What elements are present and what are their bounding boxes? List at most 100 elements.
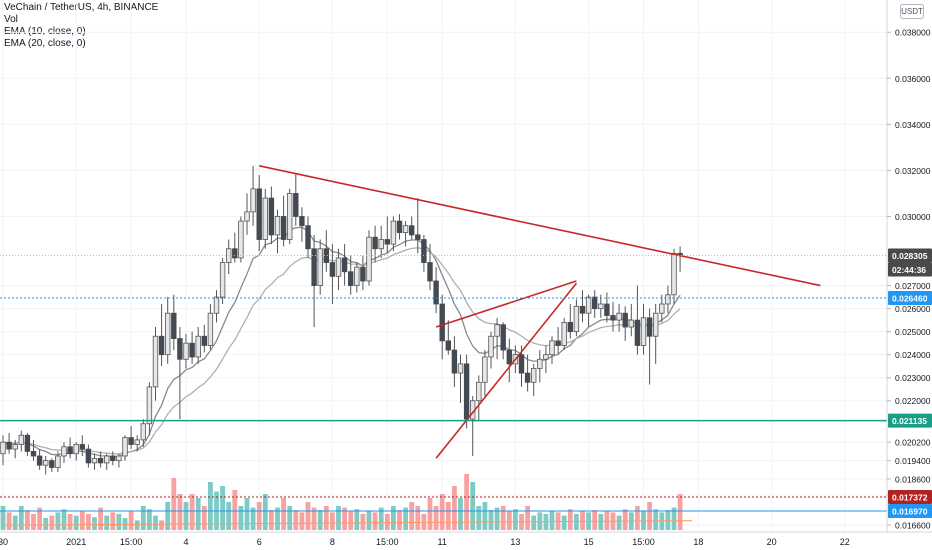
volume-bar <box>482 502 488 530</box>
volume-bar <box>92 517 97 530</box>
candle-body <box>329 262 336 277</box>
candle <box>85 444 92 468</box>
candle <box>415 198 421 254</box>
volume-bar <box>342 507 347 530</box>
candle <box>567 304 573 339</box>
candle-body <box>158 335 165 356</box>
volume-bar <box>409 502 415 530</box>
price-tick-label: 0.018600 <box>895 475 931 485</box>
volume-bar <box>147 509 152 530</box>
volume-bar <box>171 478 177 530</box>
time-tick-label: 30 <box>0 537 8 547</box>
candle <box>262 188 268 249</box>
ema10-indicator-label[interactable]: EMA (10, close, 0) <box>4 26 86 37</box>
volume-bar <box>427 498 433 530</box>
volume-bar <box>18 506 24 530</box>
candle <box>244 193 250 235</box>
candle-body <box>549 340 555 356</box>
candle <box>12 439 18 459</box>
volume-bar <box>281 498 286 530</box>
descending-resistance-trendline <box>259 165 821 287</box>
candle <box>433 267 439 314</box>
candle <box>555 327 561 355</box>
volume-bar <box>653 509 659 530</box>
candle <box>573 299 580 337</box>
candle-body <box>49 460 55 468</box>
candle <box>469 396 476 456</box>
candle-body <box>335 257 342 277</box>
time-tick-label: 18 <box>693 537 703 547</box>
candle-body <box>616 312 622 321</box>
price-tag-label: 0.017372 <box>892 493 928 503</box>
candle <box>67 437 73 459</box>
candle <box>280 195 287 247</box>
candle <box>354 262 360 293</box>
candle-body <box>604 303 610 316</box>
candle-body <box>116 455 122 462</box>
candle <box>396 214 403 240</box>
candle <box>195 327 201 364</box>
candle-body <box>238 220 244 259</box>
candle <box>402 221 409 247</box>
candle-body <box>671 252 677 296</box>
candle-body <box>183 342 189 360</box>
candle <box>30 439 37 461</box>
candle-body <box>152 335 159 388</box>
candle-body <box>244 211 250 222</box>
candle-body <box>439 303 445 342</box>
price-tick-label: 0.020200 <box>895 438 931 448</box>
candle <box>390 216 397 252</box>
price-tick-label: 0.032000 <box>895 166 931 176</box>
volume-bar <box>262 494 268 530</box>
volume-bar <box>641 510 646 530</box>
ema-lines <box>2 226 681 458</box>
volume-bar <box>189 494 195 530</box>
candle-body <box>354 266 360 286</box>
candle-body <box>531 368 537 383</box>
price-tick-label: 0.016600 <box>895 521 931 531</box>
time-tick-label: 20 <box>767 537 777 547</box>
currency-button[interactable]: USDT <box>900 4 924 19</box>
candle-body <box>573 305 580 333</box>
candle-body <box>91 457 98 464</box>
volume-bar <box>208 482 213 530</box>
candle-body <box>232 248 238 259</box>
price-tick-label: 0.034000 <box>895 120 931 130</box>
time-tick-label: 11 <box>438 537 447 547</box>
drawings[interactable] <box>0 165 887 512</box>
candle <box>55 451 61 473</box>
candle <box>250 165 256 226</box>
symbol-title[interactable]: VeChain / TetherUS, 4h, BINANCE <box>4 2 159 13</box>
candle-body <box>262 197 268 240</box>
volume-bar <box>567 509 573 530</box>
price-tick-label: 0.022000 <box>895 396 931 406</box>
candle-body <box>476 381 482 402</box>
candle-body <box>665 294 671 305</box>
candle-body <box>402 225 409 234</box>
price-tag-label: 0.021135 <box>892 416 927 426</box>
candle-body <box>274 216 281 236</box>
volume-bar <box>232 490 238 530</box>
candle-body <box>128 437 134 445</box>
time-tick-label: 15:00 <box>376 537 399 547</box>
volume-bar <box>49 515 55 530</box>
candle <box>457 354 464 404</box>
ema20-indicator-label[interactable]: EMA (20, close, 0) <box>4 38 86 49</box>
candle-body <box>317 248 323 286</box>
volume-bar <box>561 515 567 530</box>
candle-body <box>250 188 256 213</box>
time-tick-label: 15:00 <box>120 537 143 547</box>
candle <box>152 327 159 401</box>
volume-bar <box>165 502 171 530</box>
volume-bar <box>604 510 610 530</box>
volume-bar <box>452 486 457 530</box>
candle <box>201 324 207 353</box>
time-tick-label: 15:00 <box>632 537 655 547</box>
candle <box>610 301 616 332</box>
volume-indicator-label[interactable]: Vol <box>4 14 18 25</box>
candle <box>671 248 677 304</box>
candle-body <box>451 349 458 374</box>
volume-bar <box>293 510 299 530</box>
